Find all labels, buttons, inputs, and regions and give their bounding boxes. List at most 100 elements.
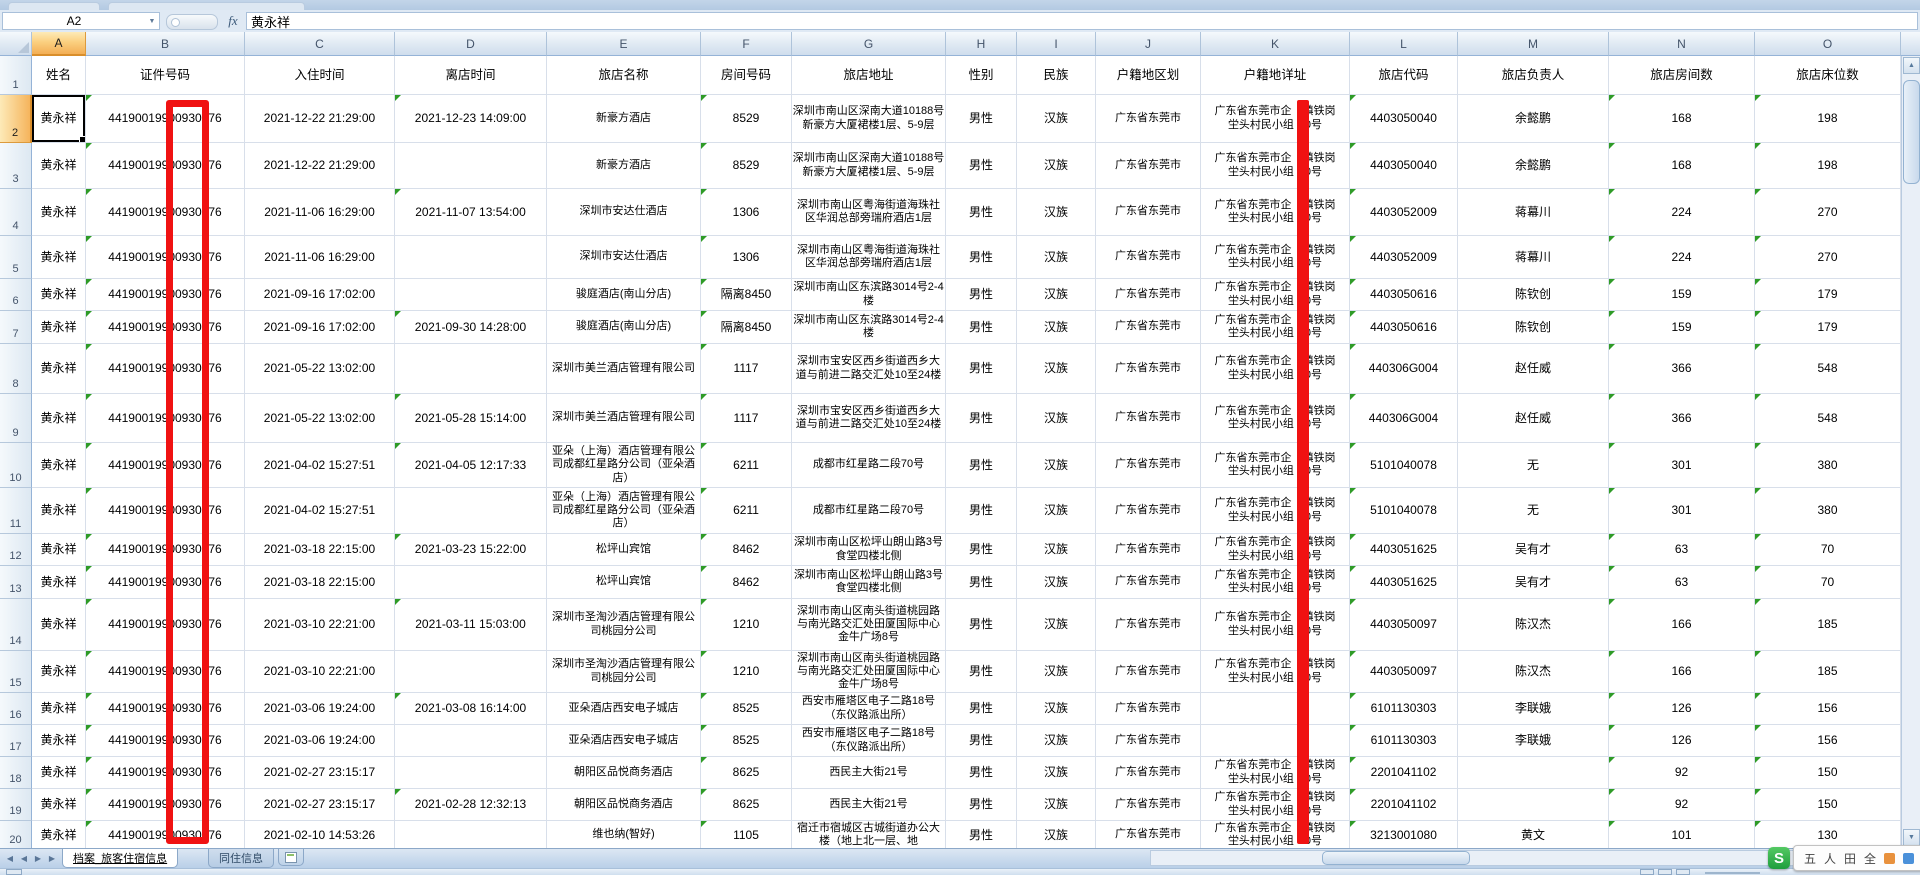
page-break-view-icon[interactable] (1676, 869, 1690, 875)
cell-G13[interactable]: 深圳市南山区松坪山朗山路3号食堂四楼北侧 (792, 566, 946, 599)
cell-M14[interactable]: 陈汉杰 (1458, 599, 1609, 651)
cell-D16[interactable]: 2021-03-08 16:14:00 (395, 693, 547, 725)
selection-fill-handle[interactable] (79, 136, 85, 142)
cell-D9[interactable]: 2021-05-28 15:14:00 (395, 394, 547, 443)
cell-F7[interactable]: 隔离8450 (701, 311, 792, 344)
cell-A17[interactable]: 黄永祥 (32, 725, 86, 757)
cell-O2[interactable]: 198 (1755, 95, 1901, 143)
cell-J2[interactable]: 广东省东莞市 (1096, 95, 1201, 143)
cell-G6[interactable]: 深圳市南山区东滨路3014号2-4楼 (792, 279, 946, 311)
cell-N11[interactable]: 301 (1609, 488, 1755, 534)
cell-E5[interactable]: 深圳市安达仕酒店 (547, 236, 701, 279)
cell-F3[interactable]: 8529 (701, 143, 792, 189)
cell-E18[interactable]: 朝阳区品悦商务酒店 (547, 757, 701, 789)
cell-K13[interactable]: 广东省东莞市企 镇铁岗 坣头村民小组 0号 (1201, 566, 1350, 599)
cell-H13[interactable]: 男性 (946, 566, 1017, 599)
cell-N6[interactable]: 159 (1609, 279, 1755, 311)
cell-M4[interactable]: 蒋幕川 (1458, 189, 1609, 236)
cell-O13[interactable]: 70 (1755, 566, 1901, 599)
cell-J3[interactable]: 广东省东莞市 (1096, 143, 1201, 189)
cell-C17[interactable]: 2021-03-06 19:24:00 (245, 725, 395, 757)
column-header-K[interactable]: K (1201, 32, 1350, 56)
row-header-5[interactable]: 5 (0, 236, 32, 279)
row-header-10[interactable]: 10 (0, 443, 32, 488)
cell-J8[interactable]: 广东省东莞市 (1096, 344, 1201, 394)
cell-E14[interactable]: 深圳市圣淘沙酒店管理有限公司桃园分公司 (547, 599, 701, 651)
cell-N16[interactable]: 126 (1609, 693, 1755, 725)
cell-G16[interactable]: 西安市雁塔区电子二路18号（东仪路派出所） (792, 693, 946, 725)
cell-L9[interactable]: 440306G004 (1350, 394, 1458, 443)
cell-N9[interactable]: 366 (1609, 394, 1755, 443)
cell-O12[interactable]: 70 (1755, 534, 1901, 566)
cell-K20[interactable]: 广东省东莞市企 镇铁岗 坣头村民小组 0号 (1201, 821, 1350, 850)
normal-view-icon[interactable] (1640, 869, 1654, 875)
cell-I6[interactable]: 汉族 (1017, 279, 1096, 311)
sheet-tab-active[interactable]: 档案_旅客住宿信息 (62, 849, 179, 868)
cell-B8[interactable]: 44190019900930376 (86, 344, 245, 394)
header-cell-B[interactable]: 证件号码 (86, 56, 245, 95)
cell-A5[interactable]: 黄永祥 (32, 236, 86, 279)
cell-L20[interactable]: 3213001080 (1350, 821, 1458, 850)
cell-D17[interactable] (395, 725, 547, 757)
cell-I8[interactable]: 汉族 (1017, 344, 1096, 394)
cell-E11[interactable]: 亚朵（上海）酒店管理有限公司成都红星路分公司（亚朵酒店） (547, 488, 701, 534)
cell-M16[interactable]: 李联娥 (1458, 693, 1609, 725)
cell-E13[interactable]: 松坪山宾馆 (547, 566, 701, 599)
cell-O10[interactable]: 380 (1755, 443, 1901, 488)
cell-K17[interactable] (1201, 725, 1350, 757)
cell-J16[interactable]: 广东省东莞市 (1096, 693, 1201, 725)
cell-L3[interactable]: 4403050040 (1350, 143, 1458, 189)
column-header-E[interactable]: E (547, 32, 701, 56)
cell-F9[interactable]: 1117 (701, 394, 792, 443)
cell-I3[interactable]: 汉族 (1017, 143, 1096, 189)
cell-A18[interactable]: 黄永祥 (32, 757, 86, 789)
row-header-8[interactable]: 8 (0, 344, 32, 394)
ime-skin-icon[interactable] (1884, 852, 1896, 864)
ime-item[interactable]: 五 (1804, 851, 1817, 866)
cell-B9[interactable]: 44190019900930376 (86, 394, 245, 443)
page-layout-view-icon[interactable] (1658, 869, 1672, 875)
cell-D12[interactable]: 2021-03-23 15:22:00 (395, 534, 547, 566)
cell-A20[interactable]: 黄永祥 (32, 821, 86, 850)
cell-C3[interactable]: 2021-12-22 21:29:00 (245, 143, 395, 189)
cell-J19[interactable]: 广东省东莞市 (1096, 789, 1201, 821)
cell-I10[interactable]: 汉族 (1017, 443, 1096, 488)
column-header-A[interactable]: A (32, 32, 86, 56)
cell-J6[interactable]: 广东省东莞市 (1096, 279, 1201, 311)
cell-L6[interactable]: 4403050616 (1350, 279, 1458, 311)
cell-I11[interactable]: 汉族 (1017, 488, 1096, 534)
cell-A9[interactable]: 黄永祥 (32, 394, 86, 443)
macro-record-icon[interactable] (6, 869, 22, 875)
cell-C7[interactable]: 2021-09-16 17:02:00 (245, 311, 395, 344)
cell-C20[interactable]: 2021-02-10 14:53:26 (245, 821, 395, 850)
cell-H16[interactable]: 男性 (946, 693, 1017, 725)
cell-D13[interactable] (395, 566, 547, 599)
cell-D8[interactable] (395, 344, 547, 394)
cell-K2[interactable]: 广东省东莞市企 镇铁岗 坣头村民小组 0号 (1201, 95, 1350, 143)
cell-B5[interactable]: 44190019900930376 (86, 236, 245, 279)
cell-B11[interactable]: 44190019900930376 (86, 488, 245, 534)
cell-O15[interactable]: 185 (1755, 651, 1901, 693)
cell-D6[interactable] (395, 279, 547, 311)
cell-B19[interactable]: 44190019900930376 (86, 789, 245, 821)
ime-item[interactable]: 人 (1824, 851, 1837, 866)
cell-G18[interactable]: 西民主大街21号 (792, 757, 946, 789)
cell-B6[interactable]: 44190019900930376 (86, 279, 245, 311)
cell-H18[interactable]: 男性 (946, 757, 1017, 789)
cell-H7[interactable]: 男性 (946, 311, 1017, 344)
cell-O9[interactable]: 548 (1755, 394, 1901, 443)
cell-M18[interactable] (1458, 757, 1609, 789)
cell-G14[interactable]: 深圳市南山区南头街道桃园路与南光路交汇处田厦国际中心金牛广场8号 (792, 599, 946, 651)
cell-F15[interactable]: 1210 (701, 651, 792, 693)
cell-H10[interactable]: 男性 (946, 443, 1017, 488)
cell-G3[interactable]: 深圳市南山区深南大道10188号新豪方大厦裙楼1层、5-9层 (792, 143, 946, 189)
cell-M19[interactable] (1458, 789, 1609, 821)
cell-K6[interactable]: 广东省东莞市企 镇铁岗 坣头村民小组 0号 (1201, 279, 1350, 311)
column-header-L[interactable]: L (1350, 32, 1458, 56)
cell-N4[interactable]: 224 (1609, 189, 1755, 236)
first-sheet-icon[interactable]: ◀ (6, 854, 14, 863)
row-header-4[interactable]: 4 (0, 189, 32, 236)
cell-C18[interactable]: 2021-02-27 23:15:17 (245, 757, 395, 789)
cell-G17[interactable]: 西安市雁塔区电子二路18号（东仪路派出所） (792, 725, 946, 757)
cell-L17[interactable]: 6101130303 (1350, 725, 1458, 757)
